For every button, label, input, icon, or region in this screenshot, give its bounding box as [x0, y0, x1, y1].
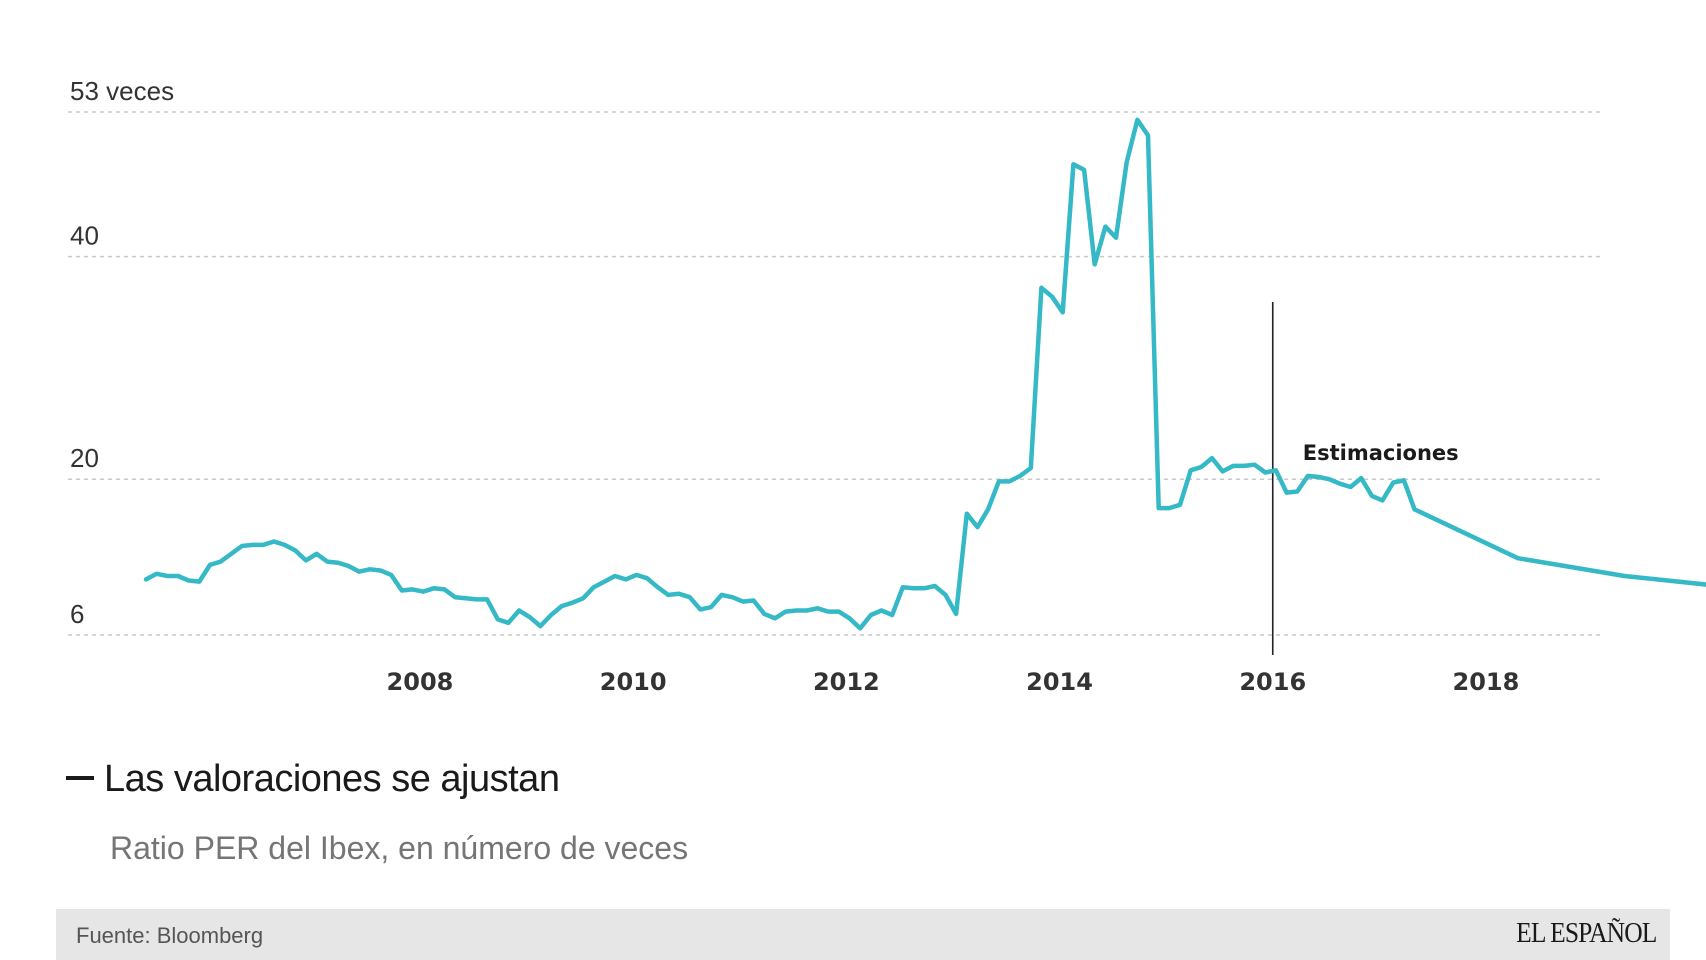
source-label: Fuente: Bloomberg — [76, 923, 264, 948]
x-tick-label: 2008 — [387, 668, 454, 696]
x-tick-label: 2016 — [1239, 668, 1306, 696]
x-tick-label: 2018 — [1453, 668, 1520, 696]
x-tick-label: 2014 — [1026, 668, 1093, 696]
estimates-annotation: Estimaciones — [1303, 441, 1459, 465]
x-tick-label: 2012 — [813, 668, 880, 696]
y-tick-label: 20 — [70, 443, 99, 473]
chart-subtitle: Ratio PER del Ibex, en número de veces — [110, 830, 689, 866]
y-axis-labels: 6 20 40 53 veces — [70, 76, 174, 629]
y-tick-label: 53 veces — [70, 76, 174, 106]
chart-title-block: Las valoraciones se ajustan — [66, 758, 560, 801]
chart-title: Las valoraciones se ajustan — [104, 758, 560, 800]
y-tick-label: 40 — [70, 221, 99, 251]
x-tick-label: 2010 — [600, 668, 667, 696]
y-tick-label: 6 — [70, 599, 84, 629]
per-ratio-series-line — [143, 117, 1706, 631]
x-axis-labels: 2008 2010 2012 2014 2016 2018 — [387, 668, 1520, 696]
grid-lines — [68, 111, 1600, 636]
title-dash-icon — [66, 775, 94, 780]
footer-bar: Fuente: Bloomberg EL ESPAÑOL — [56, 909, 1670, 960]
el-espanol-logo: EL ESPAÑOL — [1515, 917, 1657, 949]
